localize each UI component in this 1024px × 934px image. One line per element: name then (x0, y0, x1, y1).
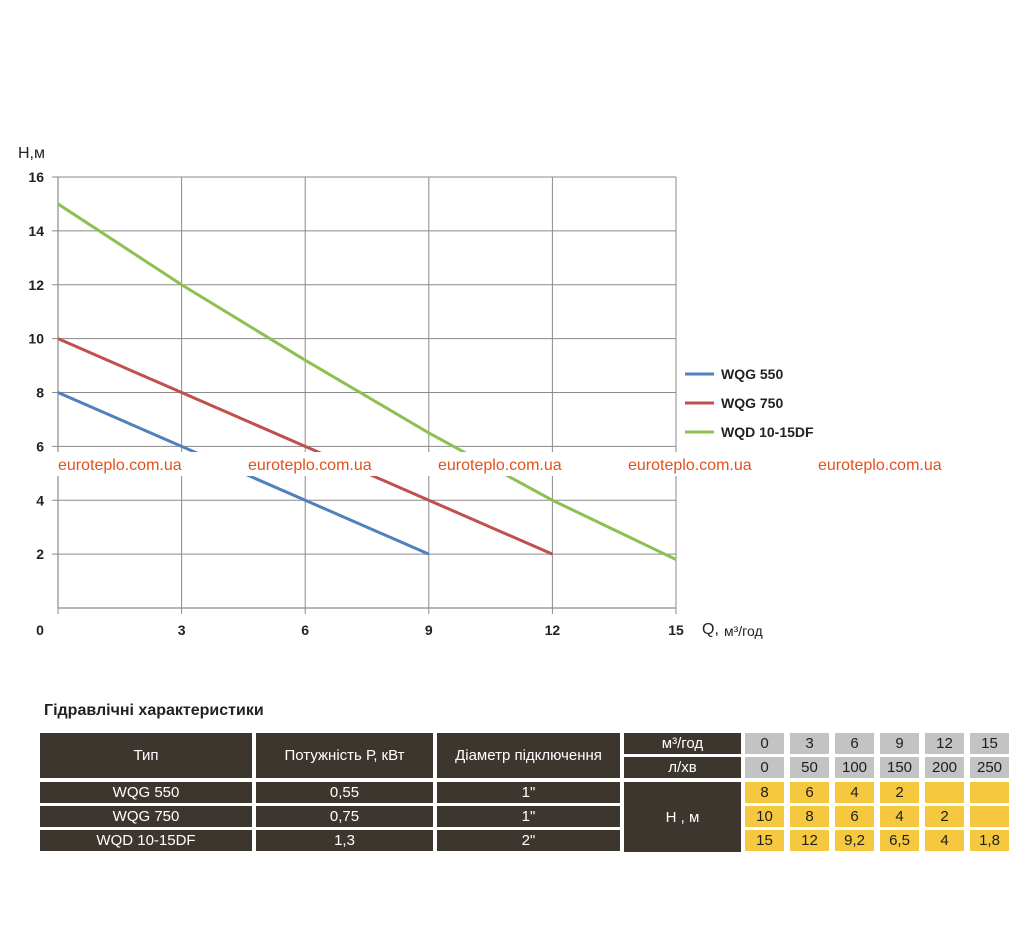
flow-m3-value: 6 (835, 733, 874, 754)
flow-m3-value: 0 (745, 733, 784, 754)
row-head-value: 8 (790, 806, 829, 827)
chart-series (57, 202, 677, 561)
header-flow-m3: м³/год (624, 733, 741, 754)
series-line-2 (57, 337, 553, 556)
flow-m3-value: 12 (925, 733, 964, 754)
y-tick-label: 4 (36, 492, 44, 508)
row-type: WQG 550 (40, 782, 252, 803)
row-head-value: 9,2 (835, 830, 874, 851)
y-tick-label: 12 (28, 277, 44, 293)
chart-legend: WQG 550 WQG 750 WQD 10-15DF (685, 366, 814, 440)
row-head-value: 4 (880, 806, 919, 827)
row-head-value (970, 782, 1009, 803)
legend-label: WQG 550 (721, 366, 783, 382)
performance-chart: 2 4 6 8 10 12 14 16 0 3 6 9 12 15 H,м Q, м³/год WQG 5… (18, 145, 980, 639)
x-tick-label: 15 (668, 622, 684, 638)
watermark-row: euroteplo.com.ua euroteplo.com.ua eurotepl… (50, 452, 980, 476)
flow-l-value: 0 (745, 757, 784, 778)
watermark-text: euroteplo.com.ua (248, 457, 372, 474)
flow-l-value: 150 (880, 757, 919, 778)
x-axis-unit: м³/год (724, 623, 763, 639)
header-power: Потужність Р, кВт (256, 733, 433, 778)
row-head-value: 2 (925, 806, 964, 827)
flow-m3-value: 9 (880, 733, 919, 754)
header-type: Тип (40, 733, 252, 778)
row-power: 0,55 (256, 782, 433, 803)
watermark-text: euroteplo.com.ua (818, 457, 942, 474)
row-head-value (925, 782, 964, 803)
row-head-value (970, 806, 1009, 827)
series-line-3 (57, 202, 677, 561)
flow-l-value: 100 (835, 757, 874, 778)
row-head-value: 8 (745, 782, 784, 803)
y-axis-title: H,м (18, 145, 45, 162)
x-tick-label: 3 (178, 622, 186, 638)
row-head-value: 6 (790, 782, 829, 803)
legend-label: WQG 750 (721, 395, 783, 411)
header-flow-l: л/хв (624, 757, 741, 778)
flow-m3-value: 15 (970, 733, 1009, 754)
y-tick-label: 10 (28, 331, 44, 347)
chart-tick-labels: 2 4 6 8 10 12 14 16 0 3 6 9 12 15 (28, 169, 684, 638)
row-head-value: 2 (880, 782, 919, 803)
x-tick-label: 12 (545, 622, 561, 638)
flow-l-value: 50 (790, 757, 829, 778)
row-type: WQD 10-15DF (40, 830, 252, 851)
x-axis-title: Q, (702, 621, 719, 638)
row-head-value: 6,5 (880, 830, 919, 851)
x-tick-label: 9 (425, 622, 433, 638)
row-head-value: 1,8 (970, 830, 1009, 851)
row-type: WQG 750 (40, 806, 252, 827)
row-head-value: 15 (745, 830, 784, 851)
row-power: 0,75 (256, 806, 433, 827)
row-head-value: 4 (835, 782, 874, 803)
y-tick-label: 6 (36, 438, 44, 454)
flow-m3-value: 3 (790, 733, 829, 754)
row-diameter: 1" (437, 782, 620, 803)
watermark-text: euroteplo.com.ua (438, 457, 562, 474)
row-head-value: 12 (790, 830, 829, 851)
header-diameter: Діаметр підключення (437, 733, 620, 778)
x-tick-label: 0 (36, 622, 44, 638)
flow-l-value: 200 (925, 757, 964, 778)
y-tick-label: 14 (28, 223, 44, 239)
chart-grid (58, 176, 677, 608)
watermark-text: euroteplo.com.ua (628, 457, 752, 474)
y-tick-label: 16 (28, 169, 44, 185)
row-diameter: 1" (437, 806, 620, 827)
flow-l-value: 250 (970, 757, 1009, 778)
row-diameter: 2" (437, 830, 620, 851)
row-power: 1,3 (256, 830, 433, 851)
legend-label: WQD 10-15DF (721, 424, 814, 440)
header-head: Н , м (624, 782, 741, 852)
y-tick-label: 2 (36, 546, 44, 562)
x-tick-label: 6 (301, 622, 309, 638)
watermark-band (50, 452, 980, 476)
row-head-value: 6 (835, 806, 874, 827)
watermark-text: euroteplo.com.ua (58, 457, 182, 474)
row-head-value: 4 (925, 830, 964, 851)
table-title: Гідравлічні характеристики (44, 702, 264, 719)
y-tick-label: 8 (36, 385, 44, 401)
row-head-value: 10 (745, 806, 784, 827)
